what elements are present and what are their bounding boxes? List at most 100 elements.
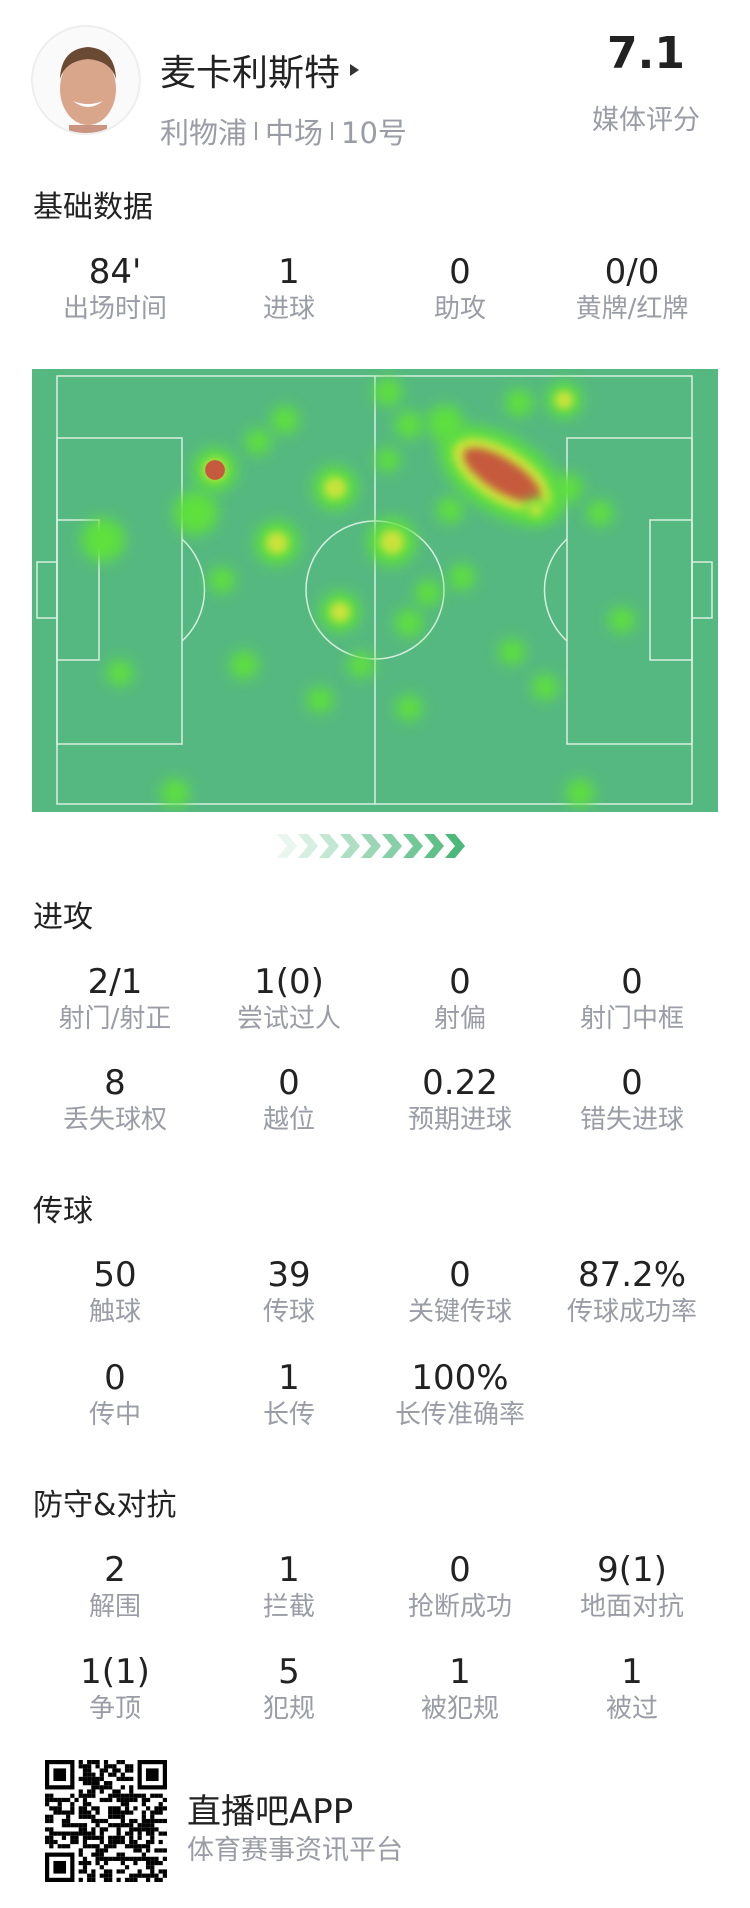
heat-spot xyxy=(587,500,613,526)
stat-item: 100% 长传准确率 xyxy=(370,1358,550,1432)
app-name: 直播吧APP xyxy=(187,1792,354,1832)
stat-value: 0 xyxy=(278,1063,300,1103)
stat-value: 87.2% xyxy=(577,1255,686,1295)
stat-value: 1(0) xyxy=(254,962,324,1002)
stat-label: 越位 xyxy=(262,1105,315,1135)
stat-value: 1 xyxy=(449,1652,471,1692)
heat-spot-peak xyxy=(205,460,225,480)
heat-spot xyxy=(271,406,299,434)
chevron-right-icon xyxy=(403,834,423,858)
stat-label: 长传 xyxy=(262,1400,315,1430)
stat-label: 进球 xyxy=(262,294,315,324)
right-goal-area xyxy=(649,519,693,661)
stat-value: 2/1 xyxy=(87,962,143,1002)
stat-label: 被犯规 xyxy=(420,1694,499,1724)
stat-item: 1 拦截 xyxy=(199,1550,379,1624)
stat-value: 0 xyxy=(449,1255,471,1295)
media-rating: 7.1 xyxy=(607,28,685,79)
stat-item: 84' 出场时间 xyxy=(25,252,205,326)
heat-spot xyxy=(230,651,258,679)
heat-spot xyxy=(209,567,235,593)
player-meta: 利物浦 中场 10号 xyxy=(160,110,407,152)
stat-label: 地面对抗 xyxy=(579,1592,684,1622)
stat-item: 0 传中 xyxy=(25,1358,205,1432)
heat-spot xyxy=(81,518,125,562)
stat-item: 0 越位 xyxy=(199,1063,379,1137)
stat-item: 0 关键传球 xyxy=(370,1255,550,1329)
stat-item: 2/1 射门/射正 xyxy=(25,962,205,1036)
chevron-right-icon xyxy=(319,834,339,858)
stat-label: 拦截 xyxy=(262,1592,315,1622)
section-title: 基础数据 xyxy=(33,190,153,225)
heat-spot xyxy=(427,405,463,441)
stat-label: 传中 xyxy=(88,1400,141,1430)
player-avatar xyxy=(31,25,141,135)
chevron-right-icon xyxy=(382,834,402,858)
heat-spot xyxy=(396,695,422,721)
stat-value: 0 xyxy=(621,962,643,1002)
stat-item: 1 被犯规 xyxy=(370,1652,550,1726)
heat-spot xyxy=(161,779,189,807)
team-name: 利物浦 xyxy=(160,116,248,150)
stat-value: 1(1) xyxy=(80,1652,150,1692)
heat-spot-core xyxy=(324,477,346,499)
stat-label: 预期进球 xyxy=(407,1105,512,1135)
stat-value: 84' xyxy=(88,252,142,292)
heat-spot-core xyxy=(380,530,404,554)
stat-label: 传球成功率 xyxy=(566,1297,697,1327)
stat-value: 0 xyxy=(449,962,471,1002)
stat-item: 0 射偏 xyxy=(370,962,550,1036)
heatmap-pitch xyxy=(32,369,718,812)
heat-spot xyxy=(245,429,271,455)
stat-label: 传球 xyxy=(262,1297,315,1327)
stat-value: 9(1) xyxy=(597,1550,667,1590)
heat-spot xyxy=(307,687,333,713)
heat-spot xyxy=(505,389,533,417)
stat-value: 0/0 xyxy=(604,252,660,292)
divider xyxy=(331,122,334,140)
stat-value: 8 xyxy=(104,1063,126,1103)
stat-item: 0 射门中框 xyxy=(542,962,722,1036)
stat-item: 39 传球 xyxy=(199,1255,379,1329)
player-name-link[interactable]: 麦卡利斯特 xyxy=(160,44,360,96)
heat-spot-core xyxy=(555,391,573,409)
chevron-right-icon xyxy=(277,834,297,858)
center-circle xyxy=(305,520,445,660)
stat-value: 100% xyxy=(411,1358,509,1398)
stat-value: 0 xyxy=(449,252,471,292)
chevron-right-icon xyxy=(298,834,318,858)
stat-label: 关键传球 xyxy=(407,1297,512,1327)
stat-label: 争顶 xyxy=(88,1694,141,1724)
stat-value: 0.22 xyxy=(422,1063,498,1103)
stat-item: 5 犯规 xyxy=(199,1652,379,1726)
arrow-right-icon xyxy=(350,64,360,76)
right-goal xyxy=(691,561,713,619)
stat-item: 2 解围 xyxy=(25,1550,205,1624)
stat-item: 0 抢断成功 xyxy=(370,1550,550,1624)
heat-spot xyxy=(174,491,218,535)
section-title: 进攻 xyxy=(33,900,93,935)
heat-spot xyxy=(566,779,594,807)
left-penalty-arc xyxy=(181,538,206,642)
heat-spot xyxy=(374,378,402,406)
stat-value: 50 xyxy=(93,1255,137,1295)
app-tagline: 体育赛事资讯平台 xyxy=(187,1835,403,1866)
attack-direction-arrows xyxy=(277,833,477,859)
heat-spot xyxy=(107,660,133,686)
stat-item: 1 进球 xyxy=(199,252,379,326)
heat-spot xyxy=(499,639,525,665)
stat-value: 0 xyxy=(449,1550,471,1590)
section-title: 防守&对抗 xyxy=(33,1488,177,1523)
stat-value: 5 xyxy=(278,1652,300,1692)
stat-label: 丢失球权 xyxy=(62,1105,167,1135)
stat-label: 错失进球 xyxy=(579,1105,684,1135)
left-goal xyxy=(36,561,58,619)
heat-zone xyxy=(463,448,541,502)
heat-spot xyxy=(395,609,423,637)
heat-spot-core xyxy=(530,504,542,516)
stat-value: 1 xyxy=(621,1652,643,1692)
position: 中场 xyxy=(265,116,324,150)
right-penalty-arc xyxy=(543,538,568,642)
heat-spot xyxy=(415,580,441,606)
heat-spot-core xyxy=(266,532,288,554)
